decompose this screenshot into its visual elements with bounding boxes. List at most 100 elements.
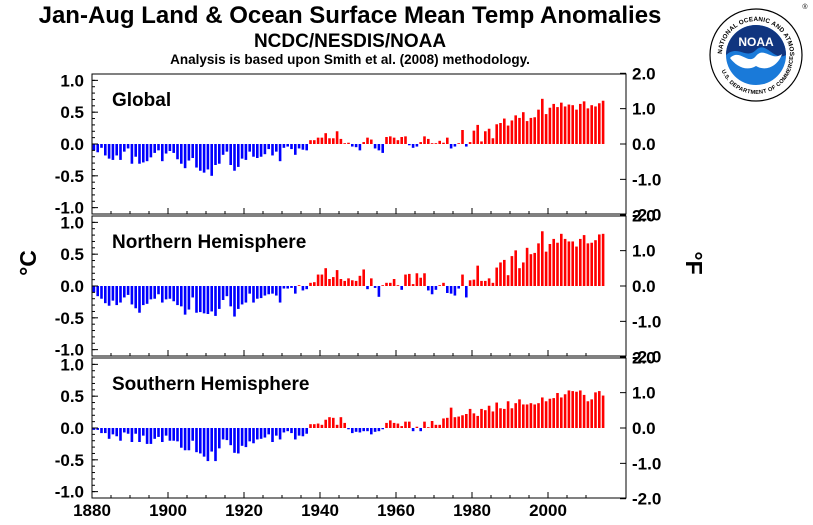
bar	[415, 426, 419, 428]
ylabel-celsius: °C	[15, 250, 41, 276]
bar	[518, 117, 521, 144]
bar	[389, 420, 392, 428]
xtick-label: 2000	[529, 501, 567, 520]
bar	[506, 401, 510, 428]
bar	[503, 259, 506, 286]
bar	[214, 286, 217, 316]
bar	[119, 286, 122, 303]
bar	[446, 137, 449, 144]
bar	[552, 238, 555, 286]
bar	[347, 142, 350, 144]
bar	[586, 243, 590, 286]
bar	[229, 144, 232, 165]
bar	[126, 144, 130, 149]
bar	[491, 282, 495, 286]
bar	[484, 131, 487, 144]
bar	[579, 103, 582, 144]
bar	[286, 286, 289, 289]
bar	[400, 426, 403, 428]
bar	[518, 268, 521, 286]
ytick-label-celsius: 0.0	[60, 419, 84, 438]
bar	[161, 286, 164, 303]
bar	[430, 421, 434, 428]
panel-label: Southern Hemisphere	[112, 374, 309, 395]
bar	[510, 256, 514, 286]
bar	[590, 242, 593, 286]
bar	[294, 286, 297, 294]
bar	[404, 421, 407, 428]
bar	[601, 233, 605, 286]
bar	[575, 246, 578, 286]
bar	[343, 280, 346, 286]
bar	[499, 262, 502, 286]
bar	[286, 144, 289, 147]
bar	[176, 286, 179, 306]
bar	[442, 142, 445, 144]
ytick-label-fahrenheit: -2.0	[632, 206, 661, 225]
bar	[404, 136, 407, 144]
bar	[556, 393, 559, 428]
bar	[427, 286, 430, 291]
bar	[518, 399, 521, 428]
bar	[96, 144, 99, 153]
bar	[411, 428, 415, 432]
bar	[107, 144, 111, 159]
bar	[385, 422, 388, 428]
bar	[278, 428, 282, 440]
bar	[282, 144, 286, 148]
bar	[438, 424, 441, 428]
bar	[180, 428, 183, 448]
ytick-label-fahrenheit: 1.0	[632, 384, 656, 403]
bar	[221, 144, 225, 155]
bar	[594, 240, 597, 286]
bar	[324, 268, 327, 286]
bar	[256, 428, 259, 440]
bar	[468, 408, 472, 428]
bar	[248, 144, 251, 152]
bar	[92, 428, 96, 430]
bar	[533, 252, 536, 286]
bar	[332, 138, 335, 144]
ytick-label-celsius: -1.0	[55, 341, 84, 360]
bar	[161, 144, 164, 162]
bar	[400, 137, 403, 144]
bar	[183, 428, 187, 451]
bar	[480, 408, 483, 428]
bar	[187, 144, 191, 161]
bar	[290, 428, 293, 434]
bar	[457, 286, 460, 289]
bar	[195, 144, 198, 168]
bar	[351, 280, 354, 286]
ytick-label-fahrenheit: -1.0	[632, 170, 661, 189]
ytick-label-celsius: 0.5	[60, 387, 84, 406]
bar	[442, 282, 445, 286]
bar	[210, 144, 213, 176]
chart-title: Jan-Aug Land & Ocean Surface Mean Temp A…	[38, 2, 662, 29]
ytick-label-celsius: 0.5	[60, 103, 84, 122]
bar	[233, 428, 236, 453]
bar	[423, 136, 426, 144]
ytick-label-fahrenheit: 2.0	[632, 348, 656, 367]
bar	[275, 428, 278, 436]
bar	[415, 273, 419, 286]
bar	[316, 423, 320, 428]
bar	[476, 415, 479, 428]
bar	[472, 279, 476, 286]
bar	[552, 398, 555, 428]
bar	[408, 144, 411, 146]
bar	[468, 142, 472, 144]
bar	[100, 286, 103, 299]
bar	[400, 286, 403, 290]
xtick-label: 1880	[73, 501, 111, 520]
bar	[282, 428, 286, 433]
bar	[491, 138, 495, 144]
bar	[571, 391, 574, 428]
bar	[332, 277, 335, 286]
bar	[586, 401, 590, 428]
bar	[586, 108, 590, 144]
bar	[351, 428, 354, 434]
bar	[309, 140, 312, 144]
bar	[164, 286, 168, 300]
bar	[206, 144, 210, 170]
bar	[252, 286, 255, 303]
